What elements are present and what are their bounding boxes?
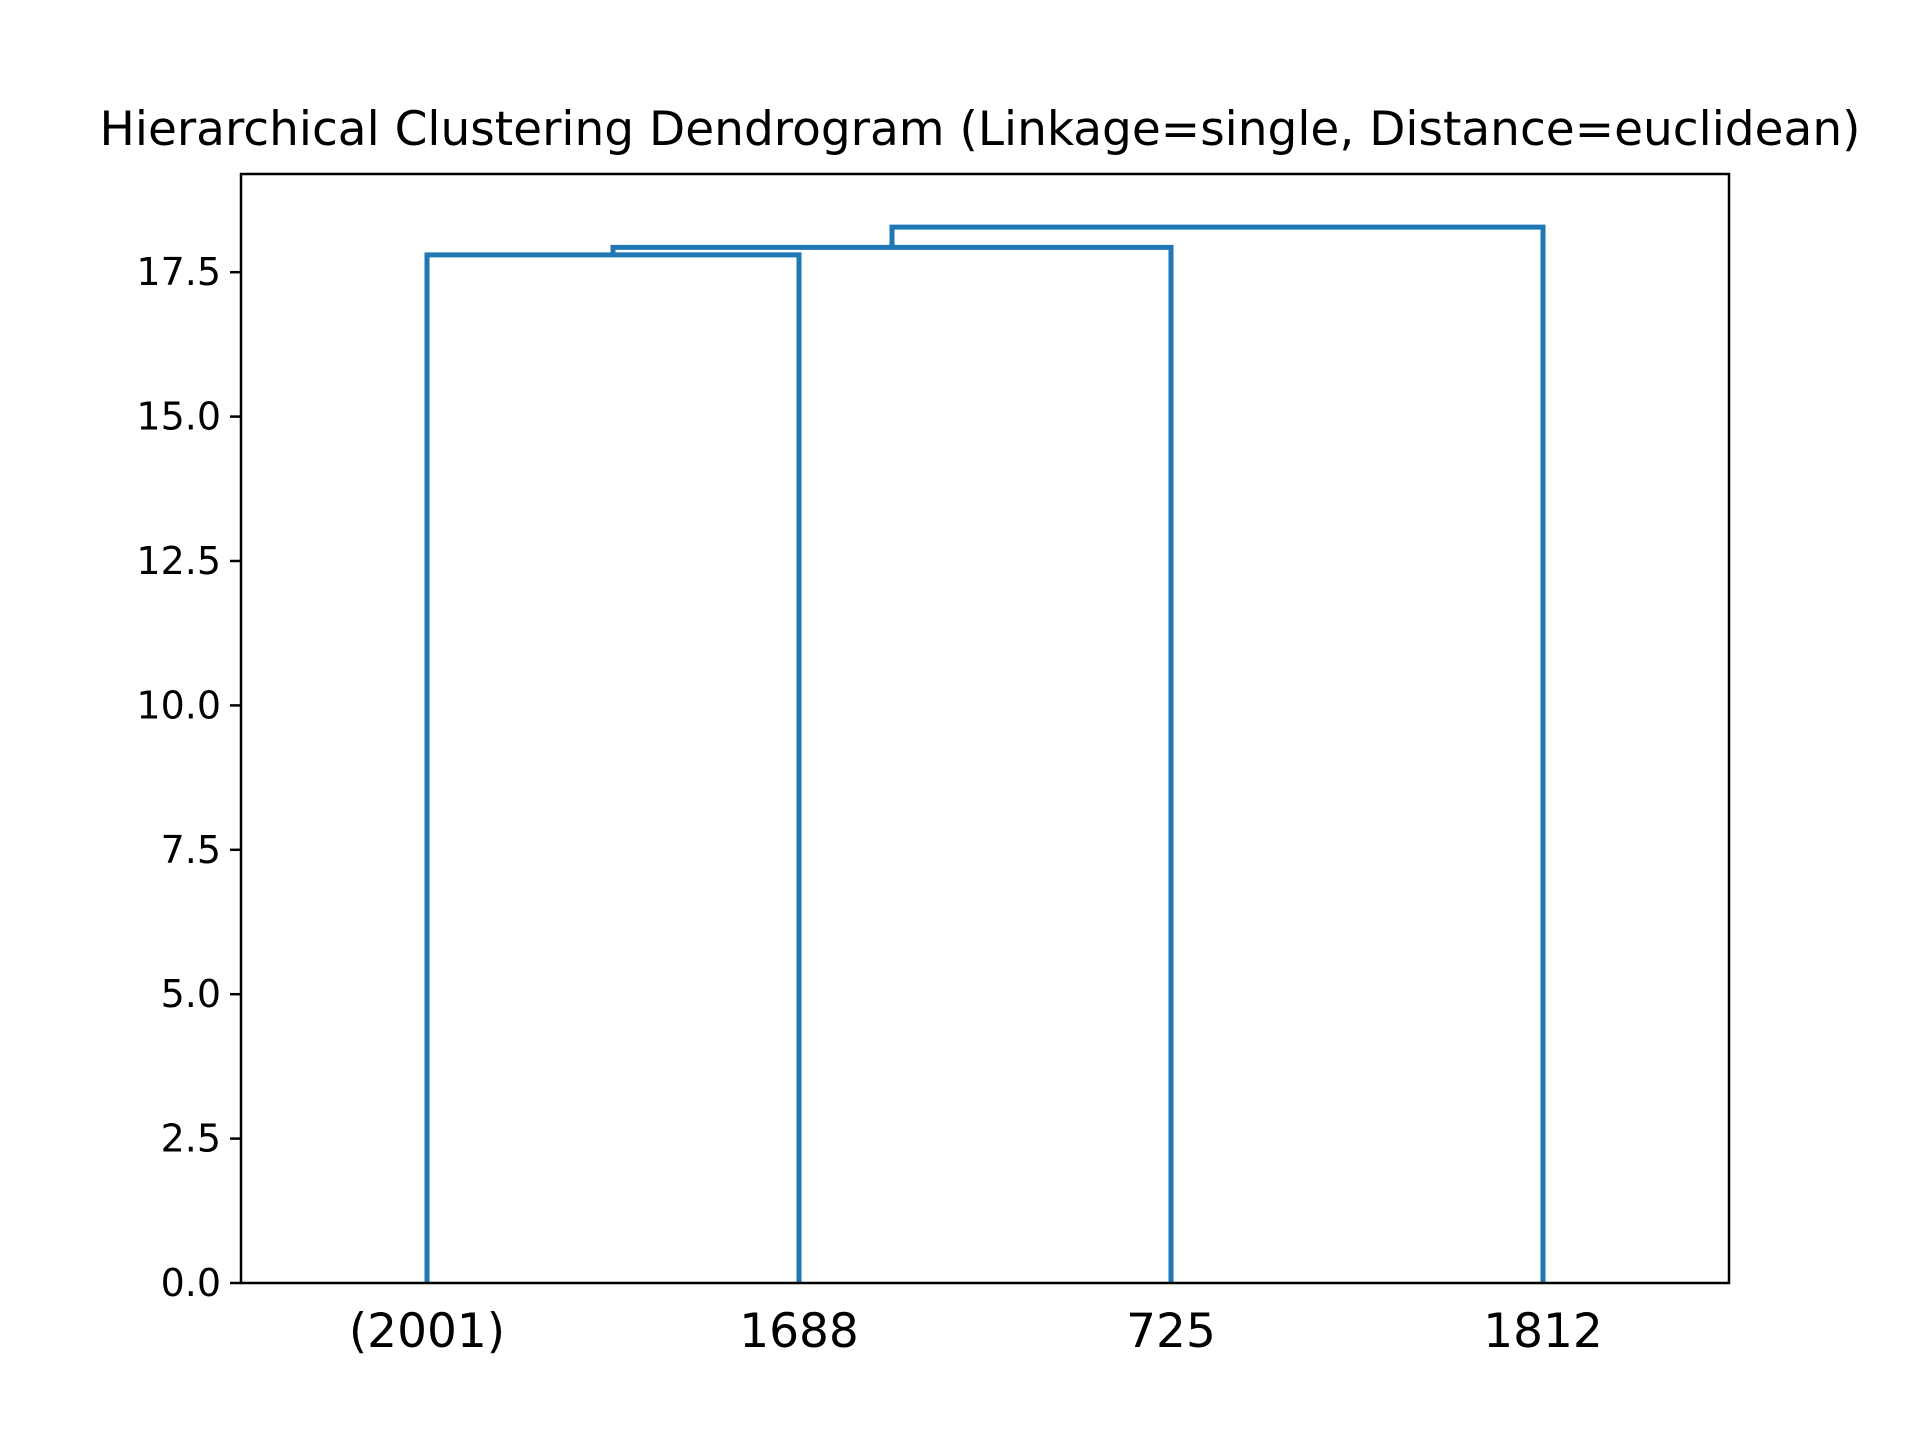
y-tick-label: 0.0 xyxy=(161,1261,221,1305)
leaf-label: 1688 xyxy=(739,1304,859,1359)
dendrogram-link xyxy=(424,252,802,1283)
dendrogram-link xyxy=(889,224,1546,1283)
leaf-label: 725 xyxy=(1126,1304,1216,1359)
y-tick-label: 2.5 xyxy=(161,1117,221,1161)
y-tick-label: 15.0 xyxy=(136,395,221,439)
leaf-label: (2001) xyxy=(349,1304,505,1359)
leaf-label: 1812 xyxy=(1483,1304,1603,1359)
y-tick-label: 5.0 xyxy=(161,972,221,1016)
y-tick-label: 10.0 xyxy=(136,683,221,727)
y-tick-label: 12.5 xyxy=(136,539,221,583)
y-axis: 0.0 2.5 5.0 7.5 10.0 12.5 15.0 17.5 xyxy=(136,250,241,1305)
plot-frame xyxy=(239,172,1731,1285)
dendrogram-links xyxy=(424,224,1546,1283)
chart-title: Hierarchical Clustering Dendrogram (Link… xyxy=(100,102,1861,157)
dendrogram-link xyxy=(610,244,1174,1283)
y-tick-label: 7.5 xyxy=(161,828,221,872)
x-axis: (2001) 1688 725 1812 xyxy=(349,1304,1603,1359)
y-tick-label: 17.5 xyxy=(136,250,221,294)
